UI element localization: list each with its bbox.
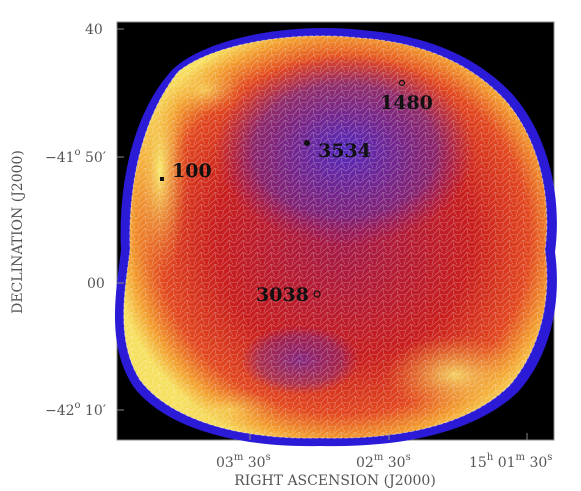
axis-ticks	[117, 28, 528, 440]
region-markers	[160, 79, 406, 298]
region-marker-100	[160, 177, 164, 181]
supernova-remnant	[114, 27, 557, 447]
x-tick-label-15h01m30s: 15h 01m 30s	[469, 452, 552, 471]
region-marker-1480	[398, 79, 406, 87]
x-tick-label-02m30s: 02m 30s	[356, 452, 411, 471]
region-label-1480: 1480	[380, 92, 433, 114]
region-label-100: 100	[172, 160, 212, 182]
x-tick-label-03m30s: 03m 30s	[216, 452, 271, 471]
region-marker-3534	[304, 140, 310, 146]
x-axis-title: RIGHT ASCENSION (J2000)	[234, 473, 436, 489]
y-tick-label-40: 40	[85, 22, 103, 38]
y-tick-label-41-50: −41o 50′	[45, 147, 106, 166]
y-axis-title: DECLINATION (J2000)	[10, 150, 26, 314]
region-label-3534: 3534	[318, 140, 371, 162]
region-marker-3038	[313, 290, 321, 298]
region-label-3038: 3038	[256, 284, 309, 306]
y-tick-label-00: 00	[87, 276, 105, 292]
y-tick-label-42-10: −42o 10′	[45, 400, 106, 419]
